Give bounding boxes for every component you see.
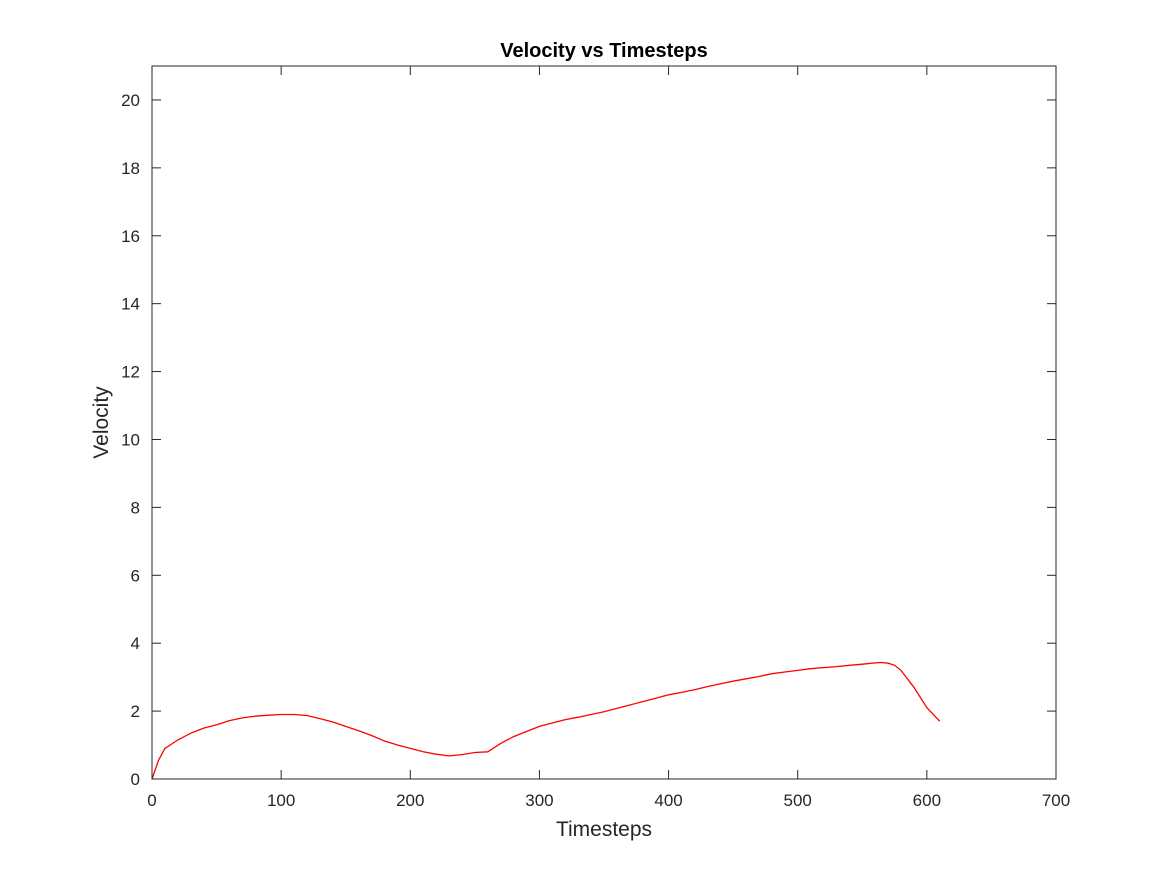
x-tick-label: 0 — [147, 791, 156, 810]
x-tick-label: 200 — [396, 791, 424, 810]
y-axis-label: Velocity — [90, 386, 113, 459]
x-tick-label: 600 — [913, 791, 941, 810]
y-tick-label: 8 — [131, 498, 140, 517]
x-tick-label: 500 — [784, 791, 812, 810]
tick-labels: 0 100 200 300 400 500 600 700 0 2 4 6 8 10 12 14 16 18 20 — [121, 91, 1070, 810]
y-tick-label: 16 — [121, 227, 140, 246]
velocity-series-line — [151, 661, 941, 780]
y-tick-label: 14 — [121, 295, 140, 314]
y-tick-label: 20 — [121, 91, 140, 110]
x-tick-label: 400 — [654, 791, 682, 810]
x-tick-label: 700 — [1042, 791, 1070, 810]
plot-area — [152, 66, 1056, 779]
x-tick-label: 100 — [267, 791, 295, 810]
y-tick-label: 10 — [121, 430, 140, 449]
y-tick-label: 0 — [131, 770, 140, 789]
x-tick-label: 300 — [525, 791, 553, 810]
chart-title: Velocity vs Timesteps — [500, 40, 708, 62]
y-tick-label: 4 — [131, 634, 140, 653]
y-tick-label: 12 — [121, 363, 140, 382]
axes-box — [151, 65, 1057, 780]
y-tick-label: 2 — [131, 702, 140, 721]
y-tick-label: 18 — [121, 159, 140, 178]
x-axis-label: Timesteps — [556, 818, 652, 841]
y-tick-label: 6 — [131, 566, 140, 585]
axis-ticks — [151, 66, 1057, 780]
